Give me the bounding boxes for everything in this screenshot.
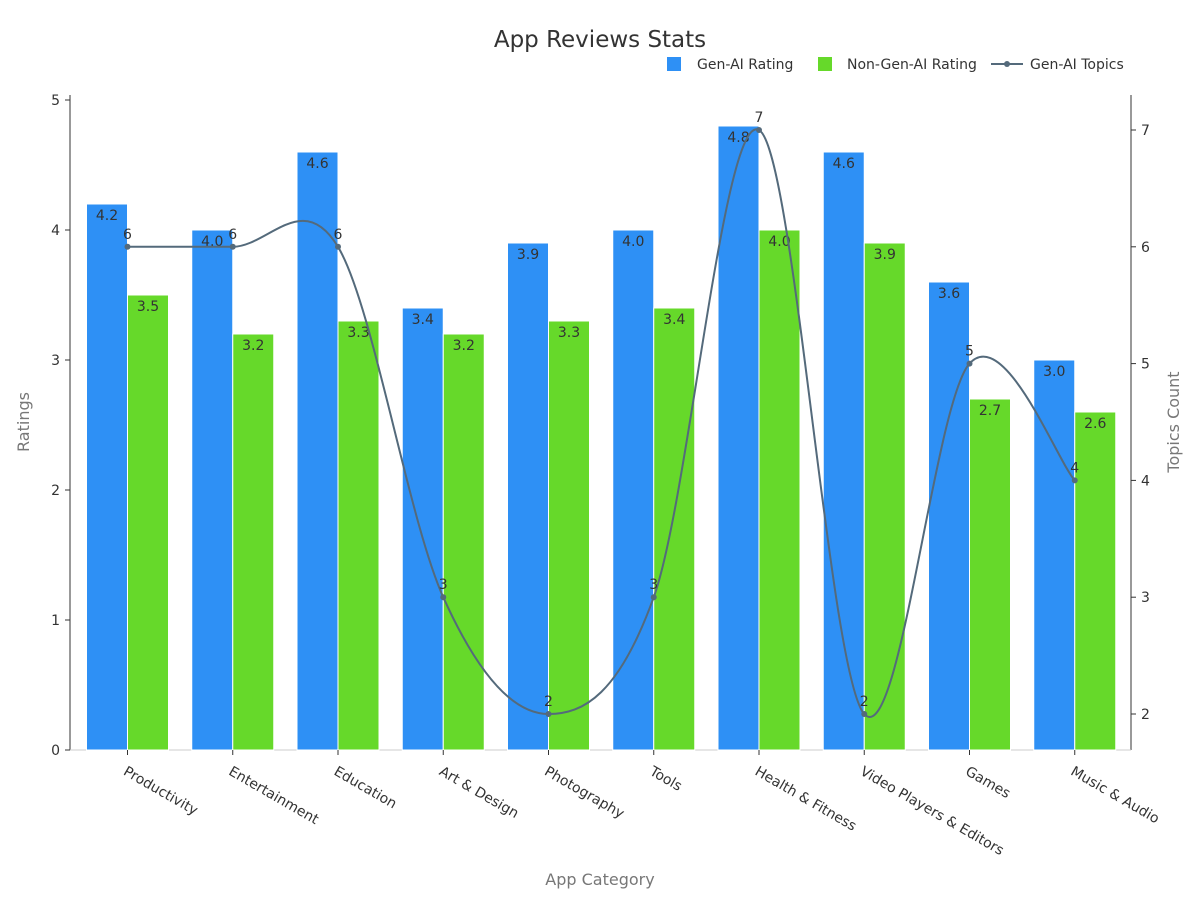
topics-point-label: 7: [755, 110, 764, 126]
y-tick-label: 1: [51, 613, 60, 629]
topics-point-label: 2: [860, 694, 869, 710]
non-gen-ai-bar-label: 3.3: [347, 325, 369, 341]
topics-point: [650, 594, 657, 601]
topics-point: [545, 711, 552, 717]
y2-tick-label: 3: [1141, 590, 1150, 606]
gen-ai-bar: [296, 151, 339, 751]
x-axis-label: App Category: [545, 870, 654, 889]
gen-ai-bar: [717, 125, 760, 751]
y-ticks-left: 0 1 2 3 4 5: [51, 93, 70, 759]
legend: Gen-AI Rating Non-Gen-AI Rating Gen-AI Top…: [667, 57, 1124, 73]
gen-ai-bar-label: 4.6: [833, 156, 855, 172]
non-gen-ai-bar-label: 2.6: [1084, 416, 1106, 432]
x-tick-label: Health & Fitness: [752, 764, 859, 835]
topics-point-label: 2: [544, 694, 553, 710]
legend-label-non-gen-ai: Non-Gen-AI Rating: [847, 57, 977, 73]
y-ticks-right: 2 3 4 5 6 7: [1131, 123, 1150, 723]
y-tick-label: 3: [51, 353, 60, 369]
topics-point: [966, 360, 973, 367]
non-gen-ai-bar-label: 3.5: [137, 299, 159, 315]
non-gen-ai-bar: [758, 229, 801, 751]
gen-ai-bar-label: 3.6: [938, 286, 960, 302]
gen-ai-bar: [1033, 359, 1076, 751]
legend-swatch-gen-ai: [667, 57, 681, 71]
gen-ai-bar: [507, 242, 549, 751]
y2-tick-label: 2: [1141, 707, 1150, 723]
non-gen-ai-bar: [127, 294, 169, 751]
legend-marker-topics: [1004, 61, 1010, 67]
non-gen-ai-bar: [969, 398, 1011, 751]
non-gen-ai-bar-label: 2.7: [979, 403, 1001, 419]
y2-tick-label: 5: [1141, 357, 1150, 373]
legend-label-gen-ai: Gen-AI Rating: [697, 57, 793, 73]
gen-ai-bar: [191, 229, 234, 751]
y-axis-label: Ratings: [14, 392, 33, 452]
x-ticks: Productivity Entertainment Education Art & …: [121, 750, 1162, 859]
chart-title: App Reviews Stats: [494, 27, 706, 53]
x-tick-label: Music & Audio: [1068, 764, 1162, 828]
non-gen-ai-bar: [1074, 411, 1117, 751]
bars: 4.23.54.03.24.63.33.43.23.93.34.03.44.84…: [86, 125, 1117, 751]
gen-ai-bar-label: 3.4: [412, 312, 434, 328]
topics-point-label: 6: [228, 227, 237, 243]
y2-axis-label: Topics Count: [1164, 371, 1183, 473]
y-tick-label: 2: [51, 483, 60, 499]
non-gen-ai-bar-label: 3.4: [663, 312, 685, 328]
x-tick-label: Education: [331, 764, 399, 813]
topics-point-label: 3: [649, 577, 658, 593]
non-gen-ai-bar: [548, 320, 590, 751]
x-tick-label: Tools: [646, 763, 685, 795]
legend-swatch-non-gen-ai: [818, 57, 832, 71]
y2-tick-label: 7: [1141, 123, 1150, 139]
y-tick-label: 5: [51, 93, 60, 109]
topics-point: [861, 711, 868, 717]
y-tick-label: 0: [51, 743, 60, 759]
x-tick-label: Entertainment: [226, 764, 322, 829]
topics-point-label: 6: [123, 227, 132, 243]
non-gen-ai-bar-label: 3.2: [242, 338, 264, 354]
topics-point: [229, 243, 236, 250]
gen-ai-bar: [86, 203, 128, 751]
topics-point: [1071, 477, 1078, 484]
legend-label-topics: Gen-AI Topics: [1030, 57, 1124, 73]
x-tick-label: Art & Design: [436, 764, 521, 822]
non-gen-ai-bar: [653, 307, 696, 751]
y2-tick-label: 4: [1141, 473, 1150, 489]
topics-point: [335, 243, 341, 250]
topics-point-label: 3: [439, 577, 448, 593]
gen-ai-bar-label: 3.0: [1043, 364, 1065, 380]
gen-ai-bar-label: 4.0: [622, 234, 644, 250]
non-gen-ai-bar: [863, 242, 906, 751]
topics-point-label: 4: [1070, 460, 1079, 476]
topics-point-label: 5: [965, 344, 974, 360]
y-tick-label: 4: [51, 223, 60, 239]
gen-ai-bar-label: 3.9: [517, 247, 539, 263]
gen-ai-bar-label: 4.6: [306, 156, 328, 172]
y2-tick-label: 6: [1141, 240, 1150, 256]
non-gen-ai-bar: [232, 333, 275, 751]
non-gen-ai-bar-label: 3.9: [874, 247, 896, 263]
gen-ai-bar-label: 4.2: [96, 208, 118, 224]
topics-point: [440, 594, 447, 601]
gen-ai-bar: [401, 307, 444, 751]
non-gen-ai-bar: [442, 333, 485, 751]
topics-line-group: 6 6 6 3 2 3 7 2 5 4: [123, 110, 1079, 718]
x-tick-label: Productivity: [121, 764, 201, 819]
x-tick-label: Photography: [542, 764, 627, 822]
gen-ai-bar: [822, 151, 865, 751]
topics-point: [124, 243, 131, 250]
non-gen-ai-bar: [337, 320, 380, 751]
x-tick-label: Games: [963, 764, 1013, 802]
topics-point-label: 6: [334, 227, 343, 243]
non-gen-ai-bar-label: 3.3: [558, 325, 580, 341]
non-gen-ai-bar-label: 4.0: [768, 234, 790, 250]
gen-ai-bar: [928, 281, 970, 751]
gen-ai-bar: [612, 229, 655, 751]
topics-point: [756, 127, 762, 133]
non-gen-ai-bar-label: 3.2: [453, 338, 475, 354]
